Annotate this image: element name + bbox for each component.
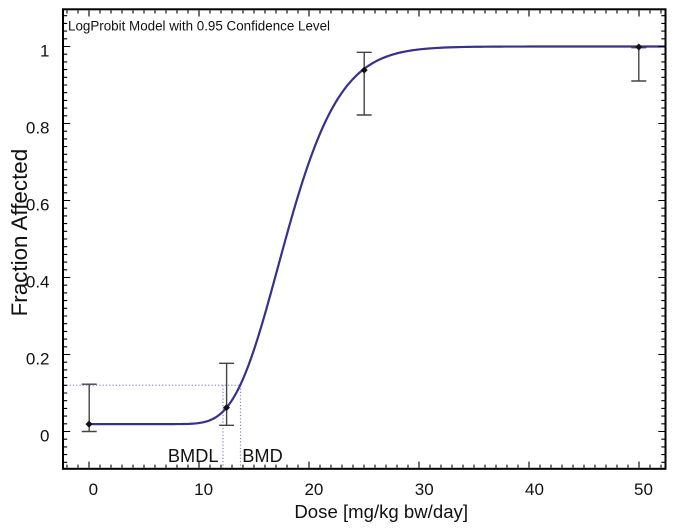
svg-text:20: 20	[304, 480, 323, 499]
svg-text:40: 40	[525, 480, 544, 499]
svg-text:0.4: 0.4	[26, 272, 50, 291]
svg-text:50: 50	[634, 480, 653, 499]
svg-text:BMDL: BMDL	[168, 446, 219, 466]
svg-text:0: 0	[40, 427, 49, 446]
svg-text:0: 0	[89, 480, 98, 499]
svg-text:10: 10	[194, 480, 213, 499]
svg-text:0.8: 0.8	[26, 118, 50, 137]
svg-text:LogProbit Model with 0.95 Conf: LogProbit Model with 0.95 Confidence Lev…	[68, 19, 330, 34]
svg-text:BMD: BMD	[242, 446, 282, 466]
svg-text:0.2: 0.2	[26, 349, 50, 368]
svg-text:0.6: 0.6	[26, 195, 50, 214]
svg-text:1: 1	[40, 41, 49, 60]
svg-text:30: 30	[415, 480, 434, 499]
svg-text:Fraction Affected: Fraction Affected	[7, 149, 32, 317]
svg-text:Dose [mg/kg bw/day]: Dose [mg/kg bw/day]	[294, 501, 468, 522]
